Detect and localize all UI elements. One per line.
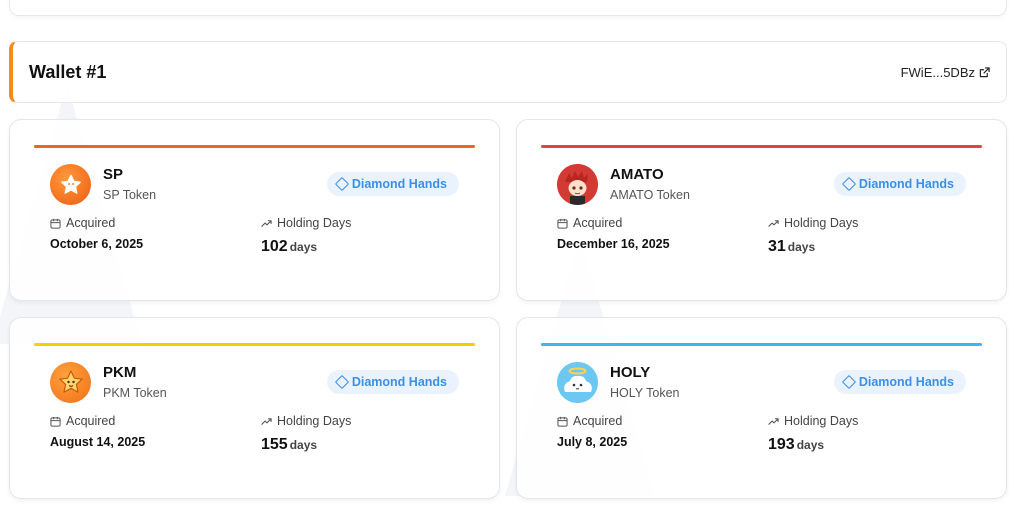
- calendar-icon: [50, 416, 61, 427]
- holding-days-label: Holding Days: [261, 216, 351, 230]
- diamond-icon: [334, 176, 349, 192]
- token-color-bar: [34, 343, 475, 346]
- token-card-amato[interactable]: AMATO AMATO Token Diamond Hands Acquired…: [516, 119, 1007, 301]
- star-icon: [60, 174, 81, 194]
- holding-days-label: Holding Days: [768, 414, 858, 428]
- token-symbol: HOLY: [610, 363, 651, 381]
- token-name: SP Token: [103, 187, 157, 202]
- holding-days-label: Holding Days: [261, 414, 351, 428]
- acquired-date: August 14, 2025: [50, 435, 146, 449]
- token-color-bar: [541, 145, 982, 148]
- holding-days-value: 155 days: [261, 436, 318, 453]
- wallet-title: Wallet #1: [29, 61, 107, 82]
- star-face-icon: [58, 369, 83, 393]
- token-name: AMATO Token: [610, 187, 690, 202]
- acquired-date: December 16, 2025: [557, 237, 670, 251]
- calendar-icon: [50, 218, 61, 229]
- character-icon: [557, 164, 598, 205]
- diamond-icon: [334, 374, 349, 390]
- token-symbol: SP: [103, 165, 124, 183]
- diamond-hands-badge: Diamond Hands: [326, 172, 459, 196]
- trending-up-icon: [261, 417, 272, 425]
- token-avatar: [557, 164, 598, 205]
- trending-up-icon: [768, 219, 779, 227]
- token-avatar: [50, 164, 91, 205]
- token-card-sp[interactable]: SP SP Token Diamond Hands Acquired Octob…: [9, 119, 500, 301]
- external-link-icon: [979, 66, 990, 77]
- token-avatar: [50, 362, 91, 403]
- token-avatar: [557, 362, 598, 403]
- holding-days-value: 193 days: [768, 436, 825, 453]
- token-color-bar: [34, 145, 475, 148]
- wallet-address-link[interactable]: FWiE...5DBz: [901, 65, 990, 80]
- badge-label: Diamond Hands: [351, 375, 447, 389]
- token-symbol: AMATO: [610, 165, 664, 183]
- token-symbol: PKM: [103, 363, 137, 381]
- badge-label: Diamond Hands: [858, 177, 954, 191]
- badge-label: Diamond Hands: [858, 375, 954, 389]
- holding-days-value: 31 days: [768, 238, 816, 255]
- token-name: HOLY Token: [610, 385, 680, 400]
- token-color-bar: [541, 343, 982, 346]
- token-card-holy[interactable]: HOLY HOLY Token Diamond Hands Acquired J…: [516, 317, 1007, 499]
- acquired-date: October 6, 2025: [50, 237, 144, 251]
- diamond-icon: [841, 176, 856, 192]
- calendar-icon: [557, 416, 568, 427]
- holding-days-value: 102 days: [261, 238, 318, 255]
- diamond-hands-badge: Diamond Hands: [833, 172, 966, 196]
- previous-wallet-card: [9, 0, 1007, 16]
- badge-label: Diamond Hands: [351, 177, 447, 191]
- cloud-character-icon: [557, 362, 598, 403]
- holding-days-label: Holding Days: [768, 216, 858, 230]
- acquired-label: Acquired: [50, 216, 115, 230]
- acquired-label: Acquired: [50, 414, 115, 428]
- acquired-date: July 8, 2025: [557, 435, 628, 449]
- trending-up-icon: [768, 417, 779, 425]
- wallet-header: Wallet #1 FWiE...5DBz: [9, 41, 1007, 103]
- calendar-icon: [557, 218, 568, 229]
- diamond-hands-badge: Diamond Hands: [833, 370, 966, 394]
- acquired-label: Acquired: [557, 216, 622, 230]
- acquired-label: Acquired: [557, 414, 622, 428]
- trending-up-icon: [261, 219, 272, 227]
- diamond-hands-badge: Diamond Hands: [326, 370, 459, 394]
- token-card-pkm[interactable]: PKM PKM Token Diamond Hands Acquired Aug…: [9, 317, 500, 499]
- wallet-address: FWiE...5DBz: [900, 64, 975, 80]
- diamond-icon: [841, 374, 856, 390]
- token-name: PKM Token: [103, 385, 167, 400]
